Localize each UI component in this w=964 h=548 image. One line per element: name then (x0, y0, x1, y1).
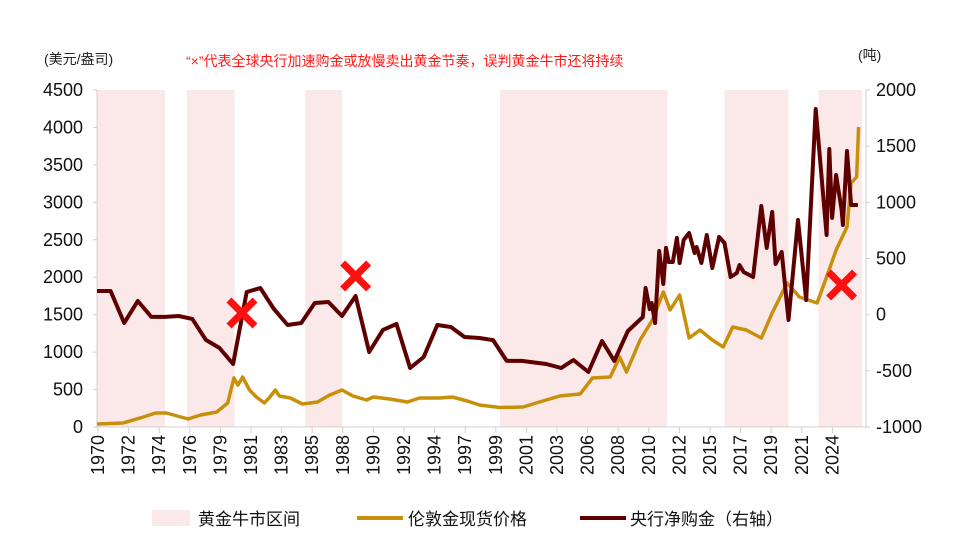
bull-market-period (818, 90, 862, 427)
left-tick-label: 4000 (43, 117, 83, 137)
x-axis: 1970 1972 1974 1976 1979 1981 1983 1985 1988 1990… (88, 90, 867, 475)
x-tick-label: 2006 (578, 435, 598, 475)
x-tick-label: 2024 (822, 435, 842, 475)
right-tick-label: -1000 (876, 417, 922, 437)
legend-label-gold-price: 伦敦金现货价格 (408, 510, 527, 529)
left-tick-label: 4500 (43, 80, 83, 100)
x-tick-label: 2003 (547, 435, 567, 475)
left-tick-label: 0 (73, 417, 83, 437)
x-tick-label: 1999 (486, 435, 506, 475)
x-tick-label: 1979 (210, 435, 230, 475)
x-tick-label: 2017 (731, 435, 751, 475)
x-tick-label: 1992 (394, 435, 414, 475)
x-tick-label: 2001 (516, 435, 536, 475)
bull-market-period (97, 90, 166, 427)
x-tick-label: 2021 (792, 435, 812, 475)
right-tick-label: 1000 (876, 192, 916, 212)
red-x-marker (826, 269, 858, 301)
left-tick-label: 1000 (43, 342, 83, 362)
x-tick-label: 1997 (455, 435, 475, 475)
gold-price-line (96, 126, 861, 426)
x-tick-label: 2019 (761, 435, 781, 475)
bull-market-period (305, 90, 343, 427)
left-tick-label: 3000 (43, 192, 83, 212)
left-tick-label: 3500 (43, 155, 83, 175)
x-tick-label: 1983 (272, 435, 292, 475)
left-tick-label: 2500 (43, 230, 83, 250)
chart-annotation-note: “×”代表全球央行加速购金或放慢卖出黄金节奏，误判黄金牛市还将持续 (186, 53, 624, 69)
left-tick-label: 500 (53, 380, 83, 400)
right-tick-label: 1500 (876, 136, 916, 156)
x-tick-label: 2010 (639, 435, 659, 475)
x-tick-label: 1974 (149, 435, 169, 475)
legend-label-central-bank: 央行净购金（右轴） (630, 510, 783, 529)
x-tick-label: 1981 (241, 435, 261, 475)
x-tick-label: 2015 (700, 435, 720, 475)
x-tick-label: 2012 (669, 435, 689, 475)
x-tick-label: 1976 (180, 435, 200, 475)
x-tick-label: 1988 (333, 435, 353, 475)
bull-market-period (499, 90, 668, 427)
red-x-stroke (826, 269, 858, 301)
x-tick-label: 1985 (302, 435, 322, 475)
red-x-marker (340, 260, 372, 292)
red-x-stroke (340, 260, 372, 292)
right-tick-label: -500 (876, 361, 912, 381)
legend: 黄金牛市区间 伦敦金现货价格 央行净购金（右轴） (152, 510, 783, 529)
red-x-stroke (226, 297, 258, 329)
left-tick-label: 2000 (43, 267, 83, 287)
right-tick-label: 500 (876, 249, 906, 269)
right-tick-label: 2000 (876, 80, 916, 100)
legend-label-bull-market: 黄金牛市区间 (198, 510, 300, 529)
x-markers (226, 260, 858, 329)
x-tick-label: 1972 (119, 435, 139, 475)
legend-swatch-bull-market (152, 510, 190, 526)
left-axis-ticks: 0 500 1000 1500 2000 2500 3000 3500 4000 4500 (43, 80, 97, 437)
bull-market-period (186, 90, 235, 427)
x-tick-label: 2008 (608, 435, 628, 475)
right-tick-label: 0 (876, 305, 886, 325)
series-lines (96, 107, 861, 426)
x-tick-label: 1990 (363, 435, 383, 475)
left-tick-label: 1500 (43, 305, 83, 325)
x-tick-label: 1994 (425, 435, 445, 475)
central-bank-line (97, 107, 858, 374)
bull-market-shading (97, 90, 862, 427)
x-tick-label: 1970 (88, 435, 108, 475)
right-axis-ticks: -1000 -500 0 500 1000 1500 2000 (866, 80, 922, 437)
left-axis-unit: (美元/盎司) (44, 51, 113, 67)
red-x-marker (226, 297, 258, 329)
right-axis-unit: (吨) (858, 47, 881, 63)
